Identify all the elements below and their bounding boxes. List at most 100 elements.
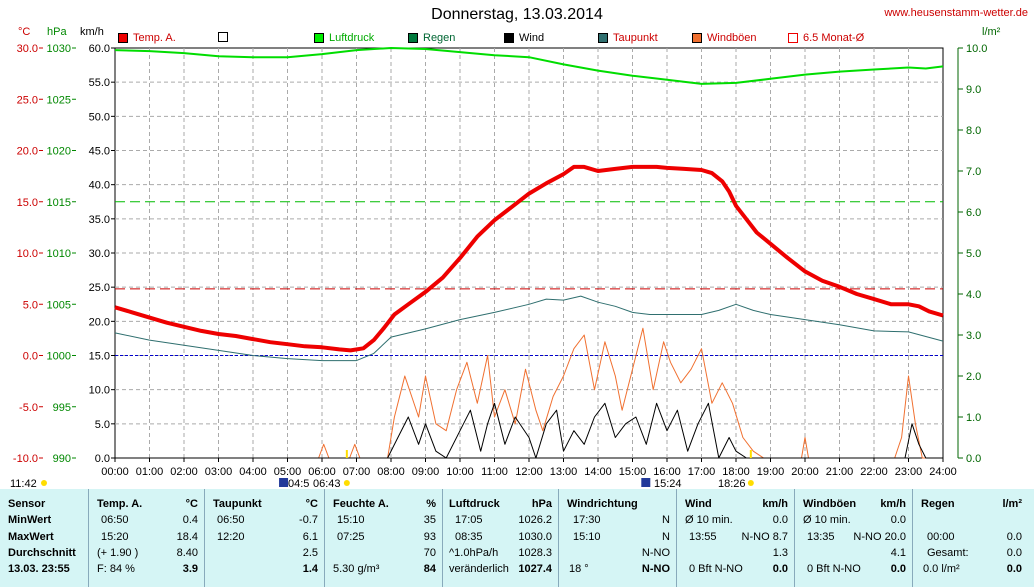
legend-label: Temp. A. [133, 32, 176, 44]
sun-icon [747, 480, 754, 486]
plot: 30.0 25.0 20.0 15.0 10.0 5.0 0.0 -5.0 -10.0 1030 1… [13, 43, 987, 487]
gust-now: 0.0 [890, 563, 906, 575]
press-tick-label: 1005 [47, 299, 71, 311]
legend-label: Taupunkt [613, 32, 658, 44]
x-tick-label: 04:00 [239, 466, 267, 478]
temp-now: 3.9 [182, 563, 198, 575]
press-axis-unit: hPa [47, 26, 67, 38]
hum-now-note: 5.30 g/m³ [333, 563, 380, 575]
col-sensor: Sensor MinWert MaxWert Durchschnitt 13.0… [0, 489, 88, 587]
wind-tick-label: 30.0 [89, 248, 110, 260]
legend-label: Luftdruck [329, 32, 375, 44]
x-tick-label: 06:00 [308, 466, 336, 478]
x-tick-label: 11:00 [481, 466, 508, 478]
sun-icon [41, 480, 47, 486]
temp-max-time: 15:20 [101, 531, 129, 543]
wind-tick-label: 50.0 [89, 111, 110, 123]
press-tick-label: 1025 [47, 94, 71, 106]
wind-tick-label: 5.0 [95, 419, 110, 431]
col-gust: Windböen km/h Ø 10 min. 0.0 13:35 N-NO 2… [794, 489, 912, 587]
rain-tick-label: 9.0 [966, 84, 981, 96]
series-wind [115, 402, 943, 459]
legend-item: Windböen [692, 32, 757, 44]
legend-swatch [218, 32, 228, 42]
press-now-note: veränderlich [449, 563, 509, 575]
press-tick-label: 1010 [47, 248, 71, 260]
dew-min: -0.7 [299, 514, 318, 526]
sun-icon [343, 480, 350, 486]
wind-tick-label: 0.0 [95, 453, 110, 465]
rain-tick-label: 3.0 [966, 330, 981, 342]
wind-max-time: 13:55 [689, 531, 717, 543]
x-tick-label: 07:00 [343, 466, 371, 478]
dew-unit: °C [305, 498, 318, 510]
press-avg-note: ^1.0hPa/h [449, 547, 499, 559]
x-tick-label: 09:00 [412, 466, 440, 478]
x-tick-label: 14:00 [584, 466, 612, 478]
temp-tick-label: 0.0 [23, 351, 38, 363]
temp-tick-label: 5.0 [23, 299, 38, 311]
rain-unit: l/m² [1002, 498, 1022, 510]
dew-max-time: 12:20 [217, 531, 245, 543]
col-wind-direction: Windrichtung 17:30 N 15:10 N N-NO 18 ° N… [558, 489, 676, 587]
temp-tick-label: -5.0 [19, 402, 38, 414]
rain-tick-label: 5.0 [966, 248, 981, 260]
rain-now: 0.0 [1006, 563, 1022, 575]
wind-max: N-NO 8.7 [741, 531, 788, 543]
temp-tick-label: 25.0 [17, 94, 38, 106]
legend-item: Temp. A. [118, 32, 176, 44]
gust-max-time: 13:35 [807, 531, 835, 543]
wind-tick-label: 35.0 [89, 214, 110, 226]
legend-label: Windböen [707, 32, 757, 44]
legend-item: Luftdruck [314, 32, 374, 44]
temp-tick-label: -10.0 [13, 453, 38, 465]
dir-now-note: 18 ° [569, 563, 589, 575]
legend-swatch [408, 33, 418, 43]
rain-tick-label: 6.0 [966, 207, 981, 219]
x-tick-label: 20:00 [791, 466, 819, 478]
legend-item: Wind [504, 32, 544, 44]
gust-header: Windböen [803, 498, 857, 510]
dew-now: 1.4 [302, 563, 318, 575]
temp-min-time: 06:50 [101, 514, 129, 526]
wind-tick-label: 20.0 [89, 316, 110, 328]
col-pressure: Luftdruck hPa 17:05 1026.2 08:35 1030.0 … [442, 489, 558, 587]
rain-tick-label: 1.0 [966, 412, 981, 424]
chart-svg: 30.0 25.0 20.0 15.0 10.0 5.0 0.0 -5.0 -10.0 1030 1… [13, 43, 987, 487]
rain-tick-label: 7.0 [966, 166, 981, 178]
moonset-time: 15:24 [654, 478, 682, 490]
wind-min: 0.0 [772, 514, 788, 526]
rain-tick-label: 8.0 [966, 125, 981, 137]
wind-tick-label: 15.0 [89, 351, 110, 363]
gust-unit: km/h [880, 498, 906, 510]
moon-icon [279, 478, 289, 487]
wind-tick-label: 40.0 [89, 180, 110, 192]
x-tick-label: 18:00 [722, 466, 750, 478]
press-tick-label: 1000 [47, 351, 71, 363]
wind-unit: km/h [762, 498, 788, 510]
press-tick-label: 1015 [47, 197, 71, 209]
hum-now: 84 [423, 563, 436, 575]
sensor-now-label: 13.03. 23:55 [8, 563, 70, 575]
legend: Temp. A. Luftdruck Regen Wind Taupunkt Windbö… [118, 32, 948, 46]
temp-min: 0.4 [182, 514, 198, 526]
legend-swatch [118, 33, 128, 43]
dir-avg: N-NO [641, 547, 670, 559]
col-temp: Temp. A. °C 06:50 0.4 15:20 18.4 (+ 1.90… [88, 489, 204, 587]
x-tick-label: 24:00 [929, 466, 957, 478]
sensor-header: Sensor [8, 498, 46, 510]
temp-tick-label: 20.0 [17, 146, 38, 158]
temp-header: Temp. A. [97, 498, 143, 510]
temp-now-note: F: 84 % [97, 563, 135, 575]
legend-item: 6.5 Monat-Ø [788, 32, 864, 44]
wind-now-note: 0 Bft N-NO [689, 563, 743, 575]
x-tick-label: 17:00 [688, 466, 716, 478]
press-tick-label: 990 [53, 453, 71, 465]
chart-title: Donnerstag, 13.03.2014 [431, 6, 603, 23]
wind-min-note: Ø 10 min. [685, 514, 733, 526]
press-now: 1027.4 [518, 563, 552, 575]
site-link[interactable]: www.heusenstamm-wetter.de [884, 7, 1028, 19]
dew-max: 6.1 [302, 531, 318, 543]
series-temp-a [114, 164, 944, 353]
temp-avg-note: (+ 1.90 ) [97, 547, 139, 559]
